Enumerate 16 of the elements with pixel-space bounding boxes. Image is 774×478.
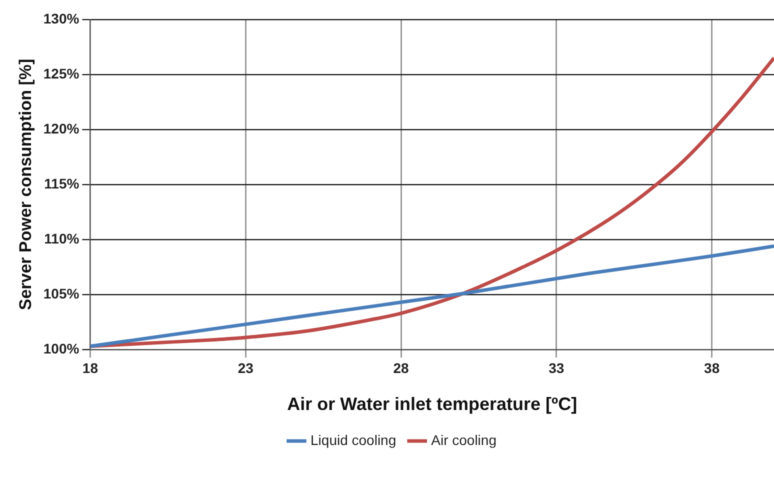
x-tick-label: 33: [548, 360, 564, 376]
legend-label: Air cooling: [431, 432, 496, 448]
x-tick-label: 38: [704, 360, 720, 376]
y-tick-label: 130%: [43, 10, 80, 26]
y-tick-label: 120%: [43, 120, 80, 136]
y-tick-label: 100%: [43, 340, 80, 356]
y-tick-label: 105%: [43, 285, 80, 302]
y-tick-label: 115%: [44, 175, 80, 192]
x-axis-title: Air or Water inlet temperature [ºC]: [287, 394, 578, 414]
y-tick-label: 110%: [44, 230, 80, 246]
x-tick-label: 28: [393, 360, 410, 376]
y-axis-title: Server Power consumption [%]: [16, 58, 35, 310]
x-tick-label: 18: [82, 360, 98, 376]
legend-label: Liquid cooling: [310, 432, 396, 448]
x-tick-label: 23: [238, 360, 254, 376]
y-tick-label: 125%: [43, 65, 80, 82]
